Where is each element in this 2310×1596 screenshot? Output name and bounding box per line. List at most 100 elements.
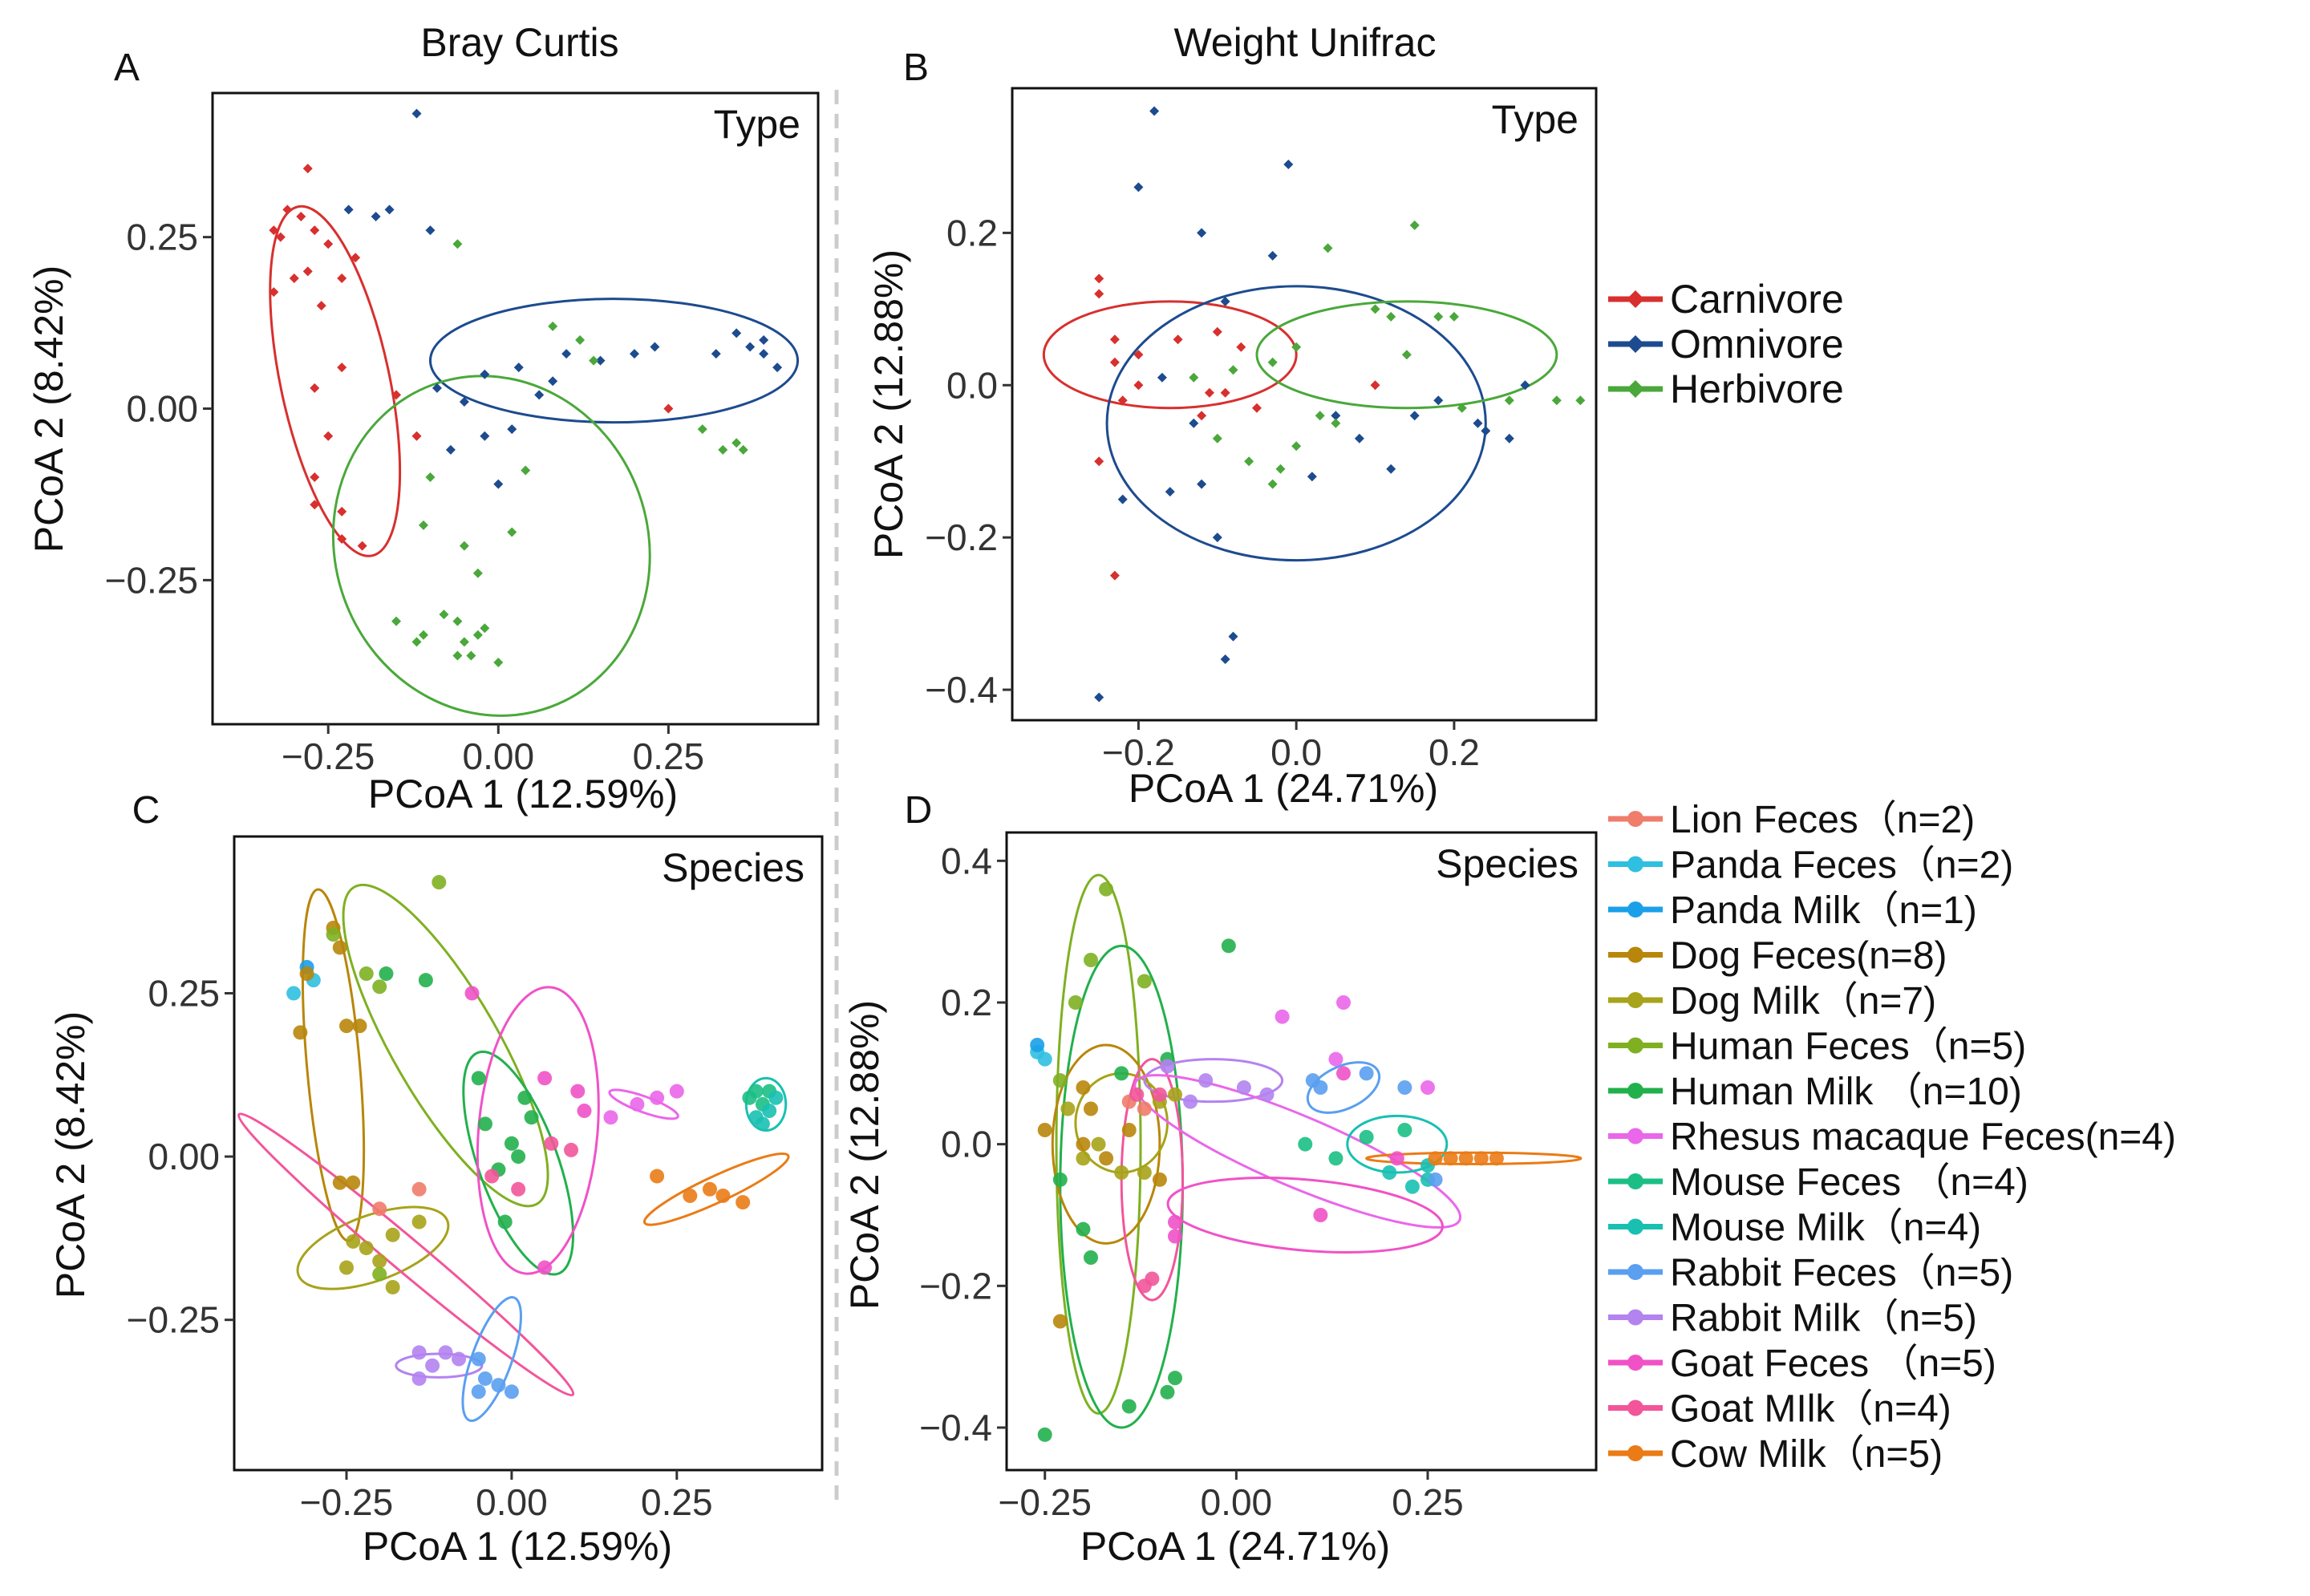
panel-letter: B xyxy=(903,47,929,89)
y-tick-label: 0.00 xyxy=(126,388,198,430)
point-carnivore xyxy=(1094,273,1104,284)
point-human-feces xyxy=(1084,953,1098,967)
point-herbivore xyxy=(1244,456,1254,467)
x-tick-label: 0.25 xyxy=(641,1481,713,1523)
point-goat-feces xyxy=(1336,1066,1351,1081)
point-herbivore xyxy=(548,321,558,331)
point-herbivore xyxy=(1551,395,1562,406)
point-carnivore xyxy=(357,541,367,551)
legend-species: Lion Feces（n=2)Panda Feces（n=2)Panda Mil… xyxy=(1608,799,2176,1476)
ellipse-rhesus-macaque-feces xyxy=(1133,1074,1462,1229)
legend-species-label-rabbit-milk: Rabbit Milk（n=5) xyxy=(1670,1298,1977,1340)
point-goat-feces xyxy=(537,1071,553,1086)
point-omnivore xyxy=(343,205,354,215)
point-cow-milk xyxy=(715,1188,731,1203)
panel-a: −0.25 0.00 0.25 −0.25 0.00 0.25 A Bray Curtis Ty… xyxy=(26,20,820,816)
legend-species-marker-goat-milk xyxy=(1627,1400,1643,1416)
x-tick-label: 0.2 xyxy=(1429,731,1480,773)
point-herbivore xyxy=(521,465,531,476)
point-carnivore xyxy=(391,390,402,400)
point-cow-milk xyxy=(702,1181,717,1197)
legend-species-marker-rabbit-milk xyxy=(1627,1309,1643,1326)
point-carnivore xyxy=(1197,411,1207,421)
point-dog-milk xyxy=(1137,1165,1152,1180)
ellipse-rabbit-feces xyxy=(461,1296,522,1423)
point-human-milk xyxy=(1114,1066,1129,1081)
panel-letter: A xyxy=(114,47,140,89)
point-rhesus-macaque-feces xyxy=(630,1096,645,1112)
point-omnivore xyxy=(1165,487,1175,497)
panel-inset-label: Species xyxy=(662,845,804,890)
y-axis-label: PCoA 2 (8.42%) xyxy=(26,265,71,553)
x-tick-label: −0.25 xyxy=(282,735,375,777)
point-dog-feces xyxy=(1084,1101,1098,1116)
point-carnivore xyxy=(323,431,334,441)
point-omnivore xyxy=(759,349,769,359)
point-dog-feces xyxy=(346,1175,361,1190)
legend-species-label-lion-feces: Lion Feces（n=2) xyxy=(1670,799,1975,841)
y-axis-label: PCoA 2 (12.88%) xyxy=(842,1000,887,1310)
point-rabbit-feces xyxy=(491,1378,506,1393)
y-tick-label: −0.25 xyxy=(105,559,198,601)
point-rabbit-milk xyxy=(1198,1073,1214,1088)
y-axis-label: PCoA 2 (12.88%) xyxy=(866,249,911,559)
y-tick-label: 0.25 xyxy=(148,972,220,1014)
point-goat-feces xyxy=(464,986,480,1001)
point-rabbit-milk xyxy=(1160,1059,1175,1074)
point-mouse-milk xyxy=(1404,1179,1420,1194)
legend-species-marker-goat-feces xyxy=(1627,1355,1643,1371)
legend-species-marker-cow-milk xyxy=(1627,1445,1643,1461)
point-goat-milk xyxy=(511,1181,526,1197)
legend-species-marker-panda-milk xyxy=(1627,901,1643,917)
point-rabbit-feces xyxy=(504,1384,519,1400)
point-goat-milk xyxy=(1152,1087,1167,1102)
point-rabbit-feces xyxy=(477,1371,492,1386)
point-goat-feces xyxy=(570,1084,586,1099)
point-mouse-milk xyxy=(768,1090,784,1105)
point-carnivore xyxy=(351,253,361,263)
point-dog-feces xyxy=(1121,1123,1137,1137)
x-tick-label: 0.00 xyxy=(476,1481,548,1523)
point-herbivore xyxy=(480,623,490,634)
point-omnivore xyxy=(1283,159,1294,169)
point-omnivore xyxy=(1149,106,1160,116)
point-omnivore xyxy=(1504,433,1514,444)
ellipse-herbivore xyxy=(331,375,651,717)
point-goat-feces xyxy=(1389,1151,1404,1166)
point-dog-feces xyxy=(1052,1314,1068,1329)
point-dog-milk xyxy=(1091,1136,1106,1152)
ellipse-herbivore xyxy=(1255,300,1558,410)
x-tick-label: 0.00 xyxy=(1201,1481,1273,1523)
point-omnivore xyxy=(1473,418,1483,428)
point-human-milk xyxy=(517,1090,533,1105)
point-rhesus-macaque-feces xyxy=(1275,1009,1290,1024)
x-axis-label: PCoA 1 (12.59%) xyxy=(363,1524,672,1569)
point-herbivore xyxy=(1449,311,1459,322)
ellipse-rhesus-macaque-feces xyxy=(608,1088,679,1120)
y-tick-label: −0.4 xyxy=(919,1407,992,1448)
y-axis-label: PCoA 2 (8.42%) xyxy=(48,1011,93,1299)
panel-inset-label: Type xyxy=(1492,97,1578,142)
point-herbivore xyxy=(1315,411,1325,421)
legend-species-label-goat-feces: Goat Feces （n=5) xyxy=(1670,1343,1996,1385)
point-dog-feces xyxy=(332,940,347,955)
point-omnivore xyxy=(1220,654,1230,665)
panel-letter: D xyxy=(905,789,933,832)
point-cow-milk xyxy=(683,1188,698,1203)
legend-species-label-rabbit-feces: Rabbit Feces（n=5) xyxy=(1670,1252,2013,1294)
point-omnivore xyxy=(1267,250,1278,261)
point-carnivore xyxy=(1094,289,1104,299)
point-omnivore xyxy=(480,369,490,379)
point-omnivore xyxy=(384,205,395,215)
point-carnivore xyxy=(1109,570,1120,581)
point-omnivore xyxy=(1117,494,1128,504)
point-herbivore xyxy=(1331,418,1341,428)
x-tick-label: −0.25 xyxy=(300,1481,393,1523)
point-omnivore xyxy=(1197,228,1207,238)
x-tick-label: 0.00 xyxy=(463,735,535,777)
point-rhesus-macaque-feces xyxy=(1328,1051,1343,1067)
legend-species-label-dog-milk: Dog Milk（n=7) xyxy=(1670,980,1936,1023)
point-human-milk xyxy=(418,973,433,988)
point-human-milk xyxy=(1221,938,1236,954)
panels: −0.25 0.00 0.25 −0.25 0.00 0.25 A Bray Curtis Ty… xyxy=(26,20,1598,1569)
